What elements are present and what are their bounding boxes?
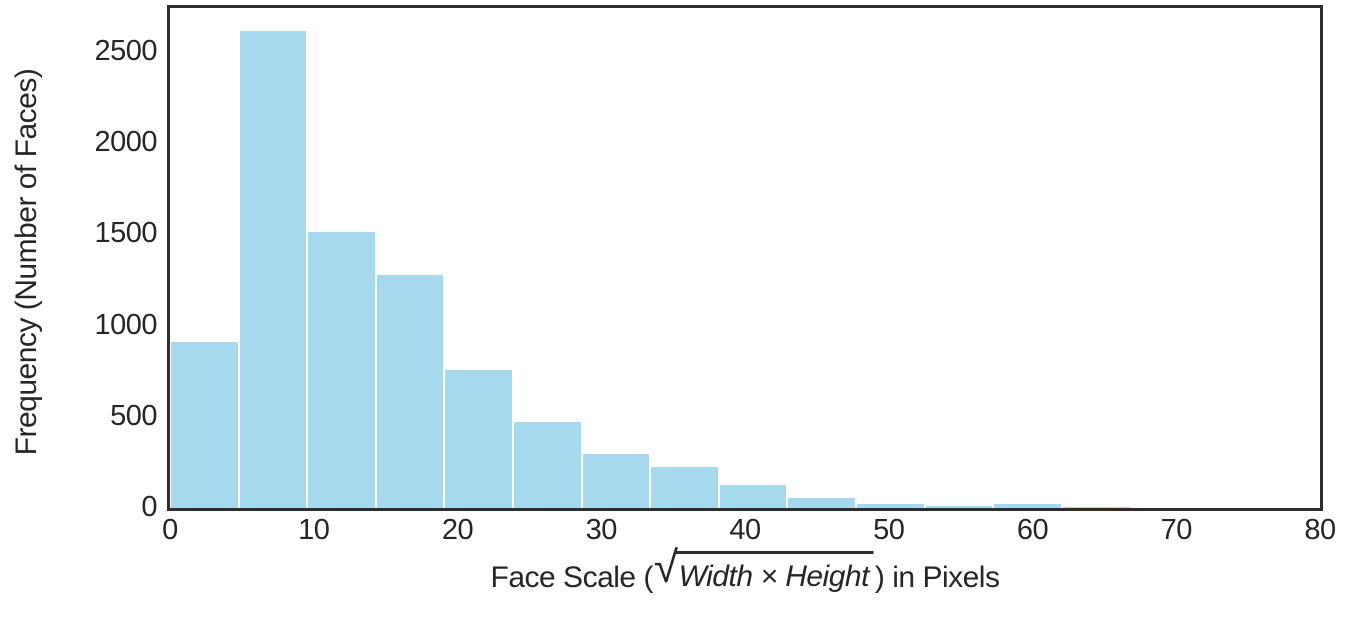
x-tick-label: 10 bbox=[298, 514, 330, 546]
x-tick-label: 0 bbox=[162, 514, 178, 546]
x-tick-label: 20 bbox=[441, 514, 474, 546]
histogram-bar bbox=[238, 29, 308, 508]
histogram-bar bbox=[650, 466, 719, 508]
histogram-bar bbox=[375, 274, 445, 508]
histogram-bar bbox=[170, 341, 239, 508]
x-axis-label-suffix: ) in Pixels bbox=[874, 561, 1000, 594]
x-tick-label: 70 bbox=[1160, 514, 1193, 546]
x-axis-label: Face Scale ( √ Width × Height ) in Pixel… bbox=[490, 543, 1000, 595]
x-axis-label-prefix: Face Scale ( bbox=[490, 561, 654, 594]
x-tick-label: 40 bbox=[729, 514, 761, 546]
radicand-text: Width × Height bbox=[674, 551, 874, 594]
x-tick-label: 50 bbox=[873, 514, 905, 546]
x-tick-label: 80 bbox=[1304, 514, 1336, 546]
y-axis-label: Frequency (Number of Faces) bbox=[10, 68, 43, 456]
y-tick-label: 1000 bbox=[94, 308, 157, 341]
histogram-bar bbox=[444, 369, 513, 508]
plot-frame bbox=[167, 5, 1323, 511]
histogram-bar bbox=[787, 497, 857, 508]
y-tick-label: 2000 bbox=[94, 125, 157, 158]
histogram-bar bbox=[718, 483, 788, 508]
histogram-bar bbox=[1061, 505, 1131, 508]
y-tick-label: 500 bbox=[110, 399, 157, 432]
histogram-bar bbox=[993, 503, 1062, 508]
histogram-bar bbox=[307, 230, 376, 508]
x-tick-label: 30 bbox=[585, 514, 618, 546]
histogram-bar bbox=[581, 453, 651, 508]
histogram-bar bbox=[512, 421, 582, 508]
y-tick-label: 0 bbox=[141, 490, 157, 523]
bars-layer bbox=[170, 8, 1320, 508]
y-tick-label: 1500 bbox=[94, 217, 157, 250]
y-tick-label: 2500 bbox=[94, 34, 157, 67]
histogram-bar bbox=[924, 505, 994, 508]
x-tick-label: 60 bbox=[1016, 514, 1049, 546]
histogram-bar bbox=[856, 503, 925, 508]
radical-sign-icon: √ bbox=[653, 543, 678, 592]
square-root-expression: √ Width × Height bbox=[653, 543, 874, 594]
